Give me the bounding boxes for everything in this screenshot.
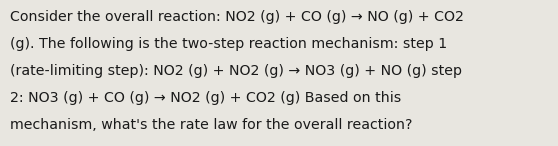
Text: 2: NO3 (g) + CO (g) → NO2 (g) + CO2 (g) Based on this: 2: NO3 (g) + CO (g) → NO2 (g) + CO2 (g) … bbox=[10, 91, 401, 105]
Text: Consider the overall reaction: NO2 (g) + CO (g) → NO (g) + CO2: Consider the overall reaction: NO2 (g) +… bbox=[10, 10, 464, 24]
Text: (rate-limiting step): NO2 (g) + NO2 (g) → NO3 (g) + NO (g) step: (rate-limiting step): NO2 (g) + NO2 (g) … bbox=[10, 64, 462, 78]
Text: (g). The following is the two-step reaction mechanism: step 1: (g). The following is the two-step react… bbox=[10, 37, 447, 51]
Text: mechanism, what's the rate law for the overall reaction?: mechanism, what's the rate law for the o… bbox=[10, 118, 412, 132]
